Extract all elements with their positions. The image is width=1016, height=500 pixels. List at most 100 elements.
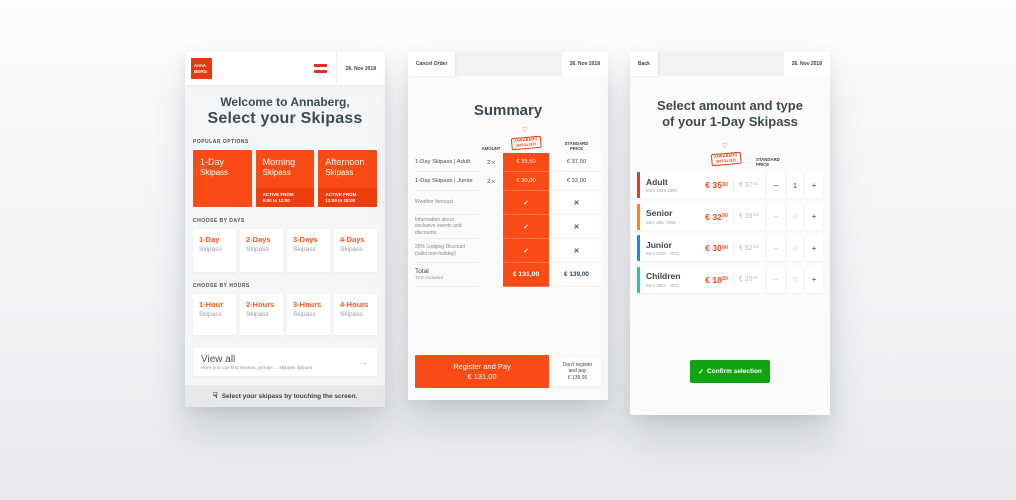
ticket-row-senior: Senior Born after 1958 € 3250 € 3550 – 0… <box>637 203 823 230</box>
increase-button[interactable]: + <box>805 203 823 230</box>
card-morning-skipass[interactable]: Morning Skipass ACTIVE FROM 6:00 to 12:0… <box>255 150 315 207</box>
price-divider <box>732 273 734 286</box>
table-row-events: Information about exclusive events and d… <box>415 215 601 239</box>
logo-text-line1: AnnA <box>194 63 206 68</box>
ticket-row-children: Children Born 2004 - 2012 € 1850 € 2050 … <box>637 266 823 293</box>
cancel-order-button[interactable]: Cancel Order <box>408 52 456 76</box>
card-3-days[interactable]: 3-Days Skipass <box>287 229 330 272</box>
annaberg-logo: AnnA BERG <box>191 58 212 79</box>
card-1-hour[interactable]: 1-Hour Skipass <box>193 294 236 335</box>
card-1day-skipass[interactable]: 1-Day Skipass <box>193 150 252 207</box>
touch-icon: ☟ <box>212 391 218 400</box>
summary-actions: Register and Pay € 131,00 Don't register… <box>415 355 601 388</box>
member-badge-line2: MITGLIED <box>516 142 537 148</box>
member-price: € 30,00 <box>503 172 549 191</box>
card-title: 3-Days <box>293 235 318 244</box>
card-title: 4-Days <box>340 235 365 244</box>
card-4-hours[interactable]: 4-Hours Skipass <box>334 294 377 335</box>
price-divider <box>732 241 734 255</box>
ticket-name: Adult <box>646 176 668 187</box>
card-3-hours[interactable]: 3-Hours Skipass <box>287 294 330 335</box>
date-label: 26. Nov 2018 <box>783 52 830 76</box>
ticket-name: Senior <box>646 208 673 219</box>
card-title: 2-Days <box>246 235 271 244</box>
ticket-name: Junior <box>646 239 672 250</box>
card-subtitle: Skipass <box>246 246 269 253</box>
increase-button[interactable]: + <box>805 235 823 261</box>
price-column-headers: ♡ ANNABERG MITGLIED STANDARD PRICE <box>637 143 823 168</box>
view-all-subtitle: Here you can find season, groups ... ski… <box>201 365 313 371</box>
active-from-time: 6:00 to 12:00 <box>262 197 290 203</box>
member-price: € 3250 <box>705 211 728 222</box>
card-subtitle: Skipass <box>340 246 363 253</box>
check-icon: ✓ <box>698 368 704 376</box>
card-subtitle: Skipass <box>199 246 222 253</box>
summary-table-header: AMOUNT ♡ ANNABERG MITGLIED STANDARD PRIC… <box>415 127 601 153</box>
summary-title: Summary <box>473 102 543 119</box>
ticket-card[interactable]: Senior Born after 1958 € 3250 € 3550 <box>637 203 765 230</box>
card-title: 4-Hours <box>340 300 369 309</box>
quantity-value: 0 <box>787 235 803 261</box>
heart-icon: ♡ <box>521 126 529 135</box>
arrow-right-icon: → <box>358 356 369 368</box>
annaberg-member-badge: ♡ ANNABERG MITGLIED <box>710 143 742 168</box>
decrease-button[interactable]: – <box>767 172 785 198</box>
select-amount-title: Select amount and type of your 1-Day Ski… <box>657 98 803 129</box>
card-2-hours[interactable]: 2-Hours Skipass <box>240 294 283 335</box>
annaberg-member-badge: ♡ ANNABERG MITGLIED <box>510 126 542 152</box>
member-price: € 3000 <box>705 243 728 253</box>
card-4-days[interactable]: 4-Days Skipass <box>334 229 377 272</box>
feature-label: Information about exclusive events and d… <box>415 215 479 239</box>
table-row-weather: Weather forecast ✓ ✕ <box>415 191 601 215</box>
standard-price: € 3550 <box>738 212 758 220</box>
date-label: 26. Nov 2018 <box>561 52 608 76</box>
ticket-born-range: Born 1959-1999 <box>646 188 677 194</box>
back-button[interactable]: Back <box>630 52 658 76</box>
decrease-button[interactable]: – <box>767 203 785 230</box>
summary-screen: Cancel Order 26. Nov 2018 Summary AMOUNT… <box>408 52 608 400</box>
member-price: € 1850 <box>705 274 728 285</box>
flag-stripe-red-top <box>313 64 327 67</box>
decrease-button[interactable]: – <box>767 235 785 261</box>
register-label: Register and Pay <box>453 361 511 371</box>
view-all-text: View all Here you can find season, group… <box>201 354 358 371</box>
austria-flag-icon[interactable] <box>313 64 327 73</box>
card-title: Morning <box>262 157 296 167</box>
screen2-header: Cancel Order 26. Nov 2018 <box>408 52 608 76</box>
card-subtitle: Skipass <box>200 168 229 177</box>
summary-table: AMOUNT ♡ ANNABERG MITGLIED STANDARD PRIC… <box>415 127 601 287</box>
tax-included-label: TAX included <box>415 276 444 281</box>
active-from-label: ACTIVE FROM <box>325 191 357 197</box>
view-all-button[interactable]: View all Here you can find season, group… <box>193 348 377 376</box>
card-2-days[interactable]: 2-Days Skipass <box>240 229 283 272</box>
touch-instruction-text: Select your skipass by touching the scre… <box>221 392 358 400</box>
total-member-price: € 131,00 <box>503 263 549 287</box>
table-row-adult: 1-Day Skipass | Adult 2 x € 35,50 € 37,5… <box>415 153 601 172</box>
date-label: 26. Nov 2018 <box>335 52 385 85</box>
check-icon: ✓ <box>523 247 529 255</box>
card-subtitle: Skipass <box>325 168 354 177</box>
card-1-day[interactable]: 1-Day Skipass <box>193 229 236 272</box>
row-amount: 2 x <box>487 178 495 185</box>
standard-price: € 3250 <box>738 243 758 252</box>
ticket-card[interactable]: Children Born 2004 - 2012 € 1850 € 2050 <box>637 266 765 293</box>
active-from-banner: ACTIVE FROM 6:00 to 12:00 <box>255 188 315 207</box>
increase-button[interactable]: + <box>805 172 823 198</box>
card-subtitle: Skipass <box>199 311 222 318</box>
active-from-label: ACTIVE FROM <box>262 191 294 197</box>
dont-register-button[interactable]: Don't register and pay € 139,00 <box>554 357 601 386</box>
flag-stripe-red-bottom <box>313 70 327 73</box>
decrease-button[interactable]: – <box>767 266 785 293</box>
popular-options-row: 1-Day Skipass Morning Skipass ACTIVE FRO… <box>193 150 378 207</box>
confirm-selection-button[interactable]: ✓ Confirm selection <box>690 360 770 383</box>
card-afternoon-skipass[interactable]: Afternoon Skipass ACTIVE FROM 12:00 to 1… <box>318 150 378 207</box>
increase-button[interactable]: + <box>805 266 823 293</box>
standard-price: € 3750 <box>738 180 758 189</box>
card-subtitle: Skipass <box>293 311 316 318</box>
card-subtitle: Skipass <box>340 311 363 318</box>
welcome-title-line2: Select your Skipass <box>207 110 363 127</box>
ticket-card[interactable]: Adult Born 1959-1999 € 3550 € 3750 <box>637 172 765 198</box>
ticket-born-range: Born 2000 - 2003 <box>646 251 680 257</box>
register-and-pay-button[interactable]: Register and Pay € 131,00 <box>415 355 549 388</box>
ticket-card[interactable]: Junior Born 2000 - 2003 € 3000 € 3250 <box>637 235 765 261</box>
